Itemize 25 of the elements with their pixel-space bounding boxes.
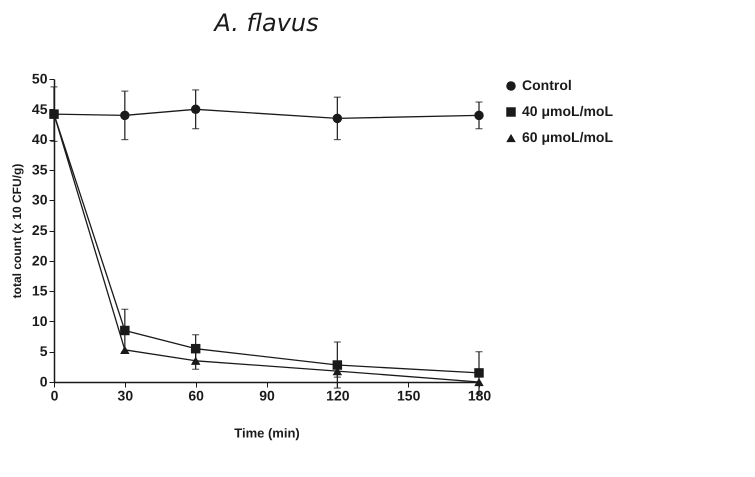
y-tick-label: 50 bbox=[32, 70, 48, 86]
chart-title: A. flavus bbox=[212, 9, 319, 37]
y-tick-label: 25 bbox=[32, 222, 48, 238]
x-tick-label: 30 bbox=[118, 388, 134, 404]
y-tick-label: 10 bbox=[32, 312, 48, 329]
y-axis-title: total count (x 10 CFU/g) bbox=[10, 164, 24, 298]
y-tick-label: 30 bbox=[32, 192, 48, 208]
y-tick-label: 5 bbox=[40, 343, 48, 360]
x-tick-label: 150 bbox=[396, 388, 421, 404]
x-tick-label: 60 bbox=[188, 388, 204, 404]
y-tick-label: 45 bbox=[32, 100, 48, 117]
y-tick-label: 0 bbox=[40, 374, 48, 390]
y-tick-label: 40 bbox=[32, 131, 48, 148]
legend-label: 40 μmoL/moL bbox=[522, 103, 614, 119]
y-tick-label: 35 bbox=[32, 161, 48, 178]
x-tick-label: 180 bbox=[468, 388, 492, 404]
legend-label: Control bbox=[522, 77, 572, 93]
x-tick-label: 90 bbox=[259, 388, 275, 404]
y-tick-label: 15 bbox=[32, 282, 48, 299]
legend-label: 60 μmoL/moL bbox=[522, 129, 614, 145]
x-axis-title: Time (min) bbox=[234, 426, 300, 440]
x-tick-label: 0 bbox=[50, 388, 59, 404]
point bbox=[120, 346, 130, 354]
y-tick-label: 20 bbox=[32, 252, 48, 268]
x-tick-label: 120 bbox=[326, 388, 350, 404]
